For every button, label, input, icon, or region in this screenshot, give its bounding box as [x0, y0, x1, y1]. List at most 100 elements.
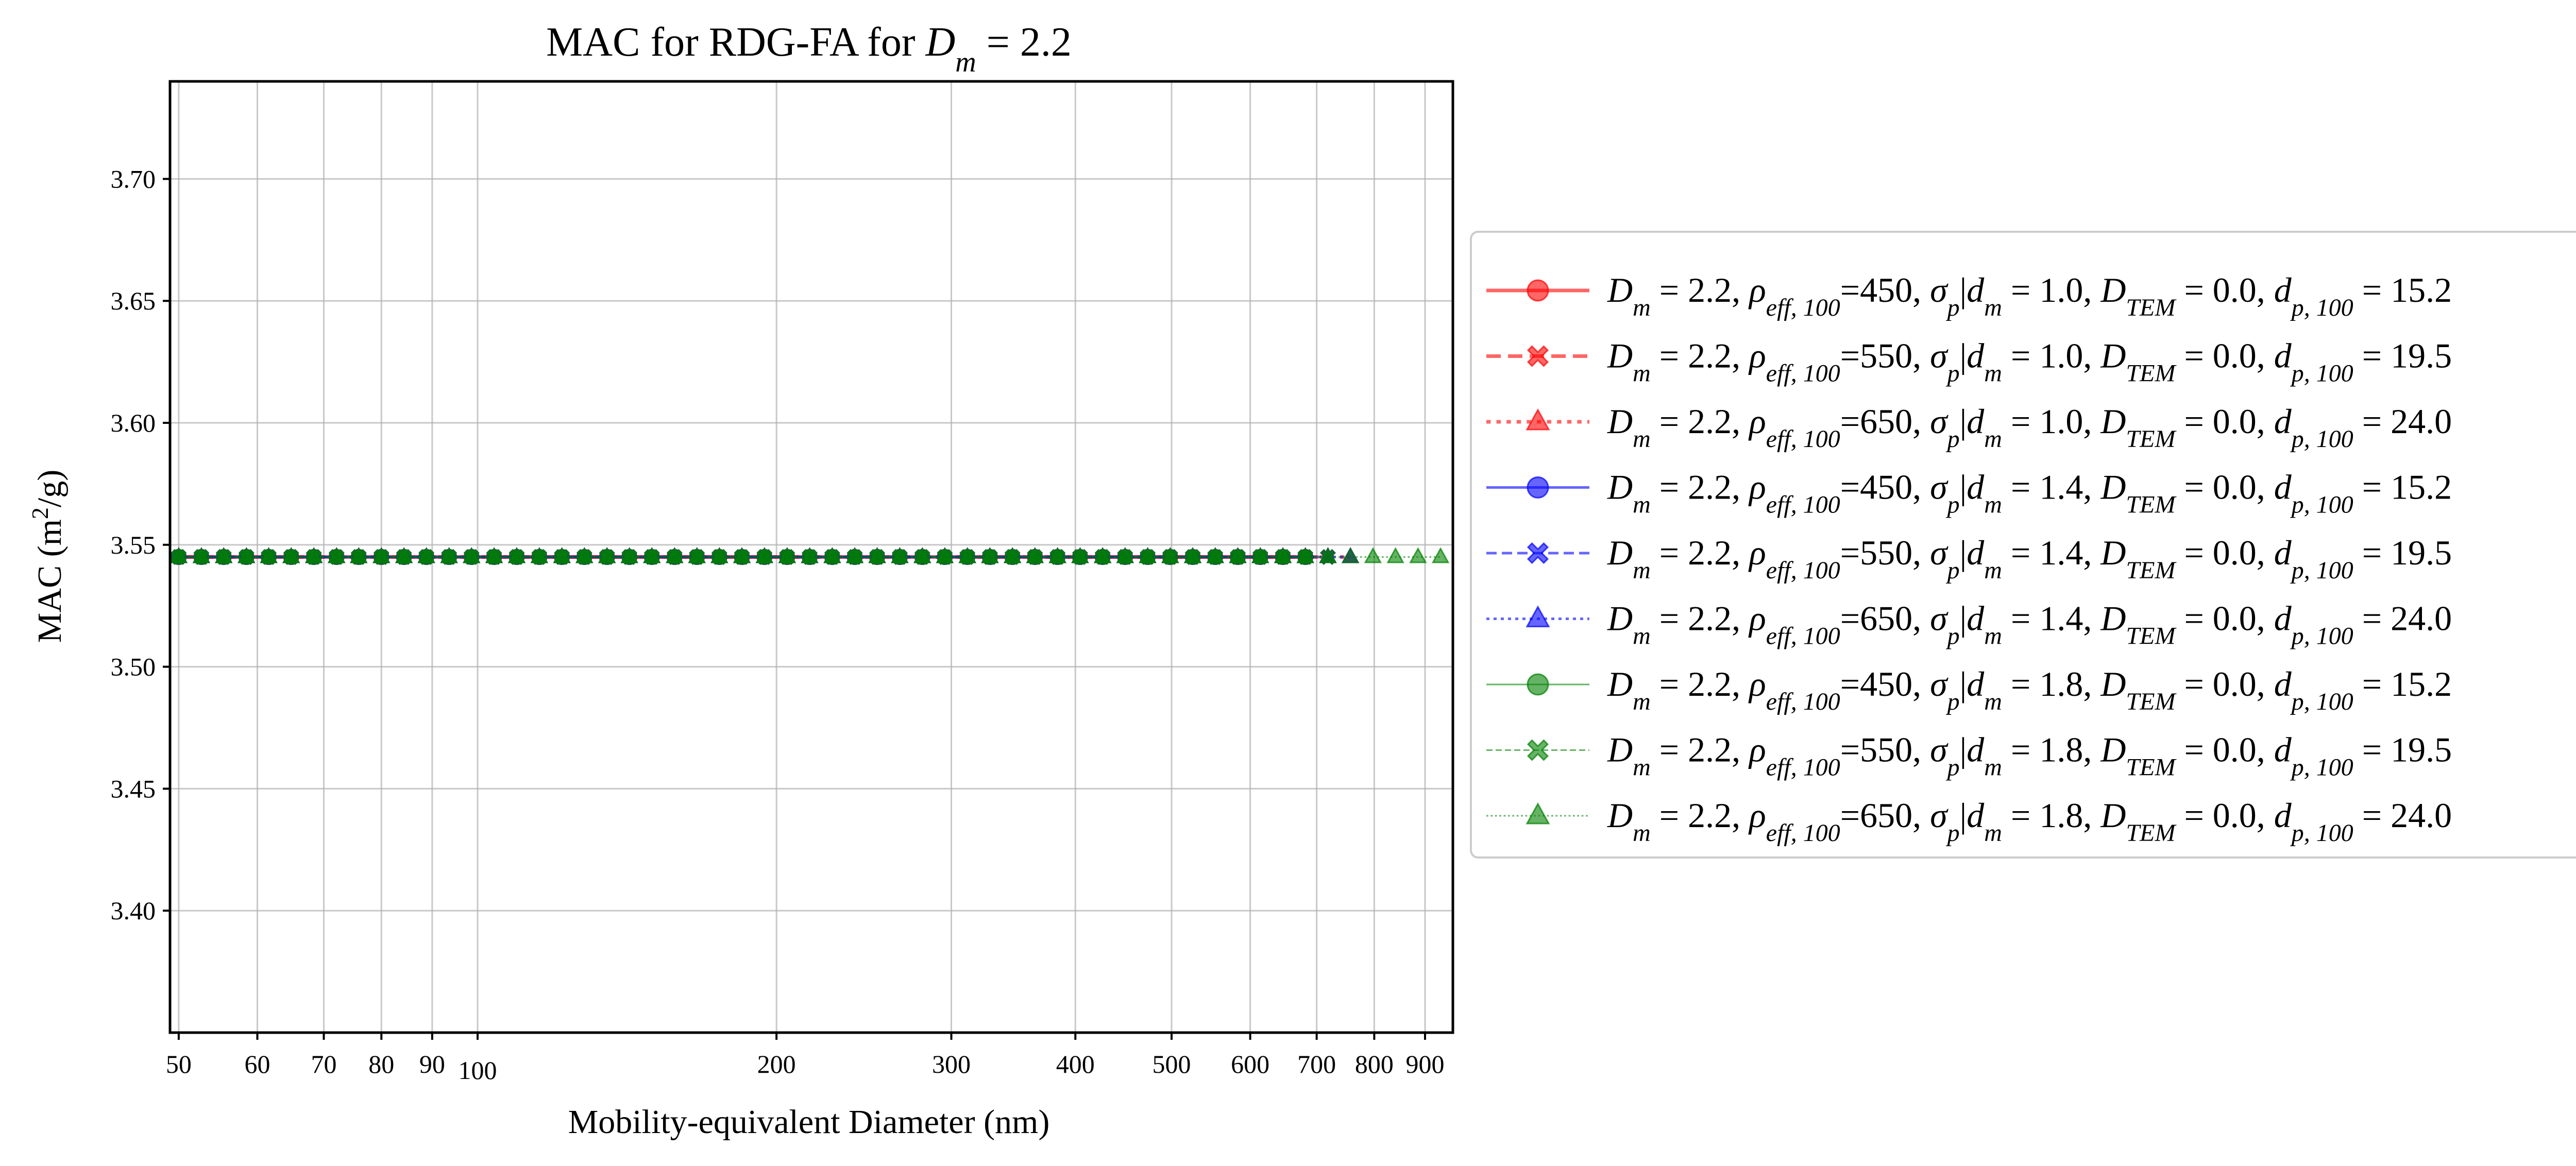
data-point [350, 547, 368, 563]
y-tick-label: 3.55 [111, 530, 156, 559]
x-tick-label: 60 [245, 1050, 270, 1078]
legend-marker-swatch [1526, 605, 1550, 627]
legend-frame [1470, 231, 2576, 859]
y-tick-label: 3.40 [111, 896, 156, 925]
data-point [417, 547, 435, 563]
y-axis-label-pre: MAC (m [31, 519, 69, 643]
data-point [440, 547, 458, 563]
data-point [1026, 547, 1044, 563]
data-point [1139, 547, 1157, 563]
data-point [553, 547, 571, 563]
x-tick-label: 500 [1153, 1050, 1191, 1078]
data-point [215, 547, 233, 563]
data-point [913, 547, 931, 563]
legend-label: Dm = 2.2, ρeff, 100=550, σp|dm = 1.4, DT… [1607, 533, 2452, 584]
legend-entry: Dm = 2.2, ρeff, 100=550, σp|dm = 1.8, DT… [1486, 730, 2452, 781]
data-point [1274, 547, 1292, 563]
data-point [1116, 547, 1134, 563]
legend-marker-swatch [1527, 673, 1549, 696]
data-point [1431, 547, 1450, 563]
data-point [328, 547, 346, 563]
data-point [868, 547, 886, 563]
data-point [1364, 547, 1382, 563]
data-point [238, 547, 256, 563]
data-point [462, 547, 481, 563]
x-tick-label: 700 [1297, 1050, 1336, 1078]
x-tick-label: 80 [368, 1050, 394, 1078]
data-point [845, 547, 864, 563]
legend-marker-swatch [1527, 542, 1549, 564]
data-point [260, 547, 278, 563]
x-tick-label: 50 [166, 1050, 192, 1078]
legend-label: Dm = 2.2, ρeff, 100=650, σp|dm = 1.0, DT… [1607, 402, 2452, 453]
x-axis-ticks: 50 60 70 80 90 100 200 300 400 500 600 700 800 900 [166, 1033, 1444, 1085]
data-point [282, 547, 300, 563]
data-point [778, 547, 796, 563]
data-point [575, 547, 594, 563]
data-point [801, 547, 819, 563]
x-axis-label: Mobility-equivalent Diameter (nm) [568, 1103, 1050, 1141]
data-point [733, 547, 751, 563]
data-point [1409, 547, 1427, 563]
x-tick-label: 70 [311, 1050, 337, 1078]
y-tick-label: 3.70 [111, 164, 156, 193]
data-point [1161, 547, 1179, 563]
legend: Dm = 2.2, ρeff, 100=450, σp|dm = 1.0, DT… [1470, 231, 2576, 859]
legend-marker-swatch [1527, 476, 1549, 499]
series-markers [170, 547, 1450, 565]
data-point [192, 547, 211, 563]
data-point [710, 547, 728, 563]
data-point [507, 547, 526, 563]
data-point [395, 547, 413, 563]
legend-entry: Dm = 2.2, ρeff, 100=550, σp|dm = 1.4, DT… [1486, 533, 2452, 584]
x-tick-label: 800 [1355, 1050, 1394, 1078]
chart-title-var: D [925, 20, 955, 65]
data-point [620, 547, 638, 563]
data-point [688, 547, 706, 563]
chart-title-sub: m [955, 46, 976, 78]
y-tick-label: 3.65 [111, 286, 156, 315]
data-point [936, 547, 954, 563]
x-tick-label: 200 [757, 1050, 796, 1078]
data-point [666, 547, 684, 563]
legend-marker-swatch [1526, 802, 1550, 825]
data-point [1093, 547, 1112, 563]
data-point [1048, 547, 1066, 563]
data-point [170, 547, 188, 563]
legend-entry: Dm = 2.2, ρeff, 100=450, σp|dm = 1.8, DT… [1486, 664, 2452, 715]
plot-frame [168, 80, 1454, 1034]
data-point [304, 547, 323, 563]
legend-label: Dm = 2.2, ρeff, 100=450, σp|dm = 1.4, DT… [1607, 468, 2452, 519]
data-point [530, 547, 549, 563]
data-point [981, 547, 999, 563]
x-tick-label: 90 [419, 1050, 445, 1078]
y-axis-label: MAC (m2/g) [27, 470, 69, 643]
data-point [1319, 547, 1337, 563]
x-tick-label: 400 [1056, 1050, 1095, 1078]
legend-entry: Dm = 2.2, ρeff, 100=550, σp|dm = 1.0, DT… [1486, 336, 2452, 387]
data-point [823, 547, 841, 563]
legend-entry: Dm = 2.2, ρeff, 100=650, σp|dm = 1.0, DT… [1486, 402, 2452, 453]
x-tick-label: 300 [932, 1050, 971, 1078]
data-point [485, 547, 503, 563]
data-point [372, 547, 391, 563]
legend-entry: Dm = 2.2, ρeff, 100=650, σp|dm = 1.4, DT… [1486, 599, 2452, 649]
data-point [1206, 547, 1225, 563]
y-tick-label: 3.50 [111, 653, 156, 681]
data-point [1386, 547, 1404, 563]
x-tick-label: 900 [1405, 1050, 1444, 1078]
data-point [1251, 547, 1269, 563]
y-axis-label-sup: 2 [27, 507, 53, 519]
legend-label: Dm = 2.2, ρeff, 100=450, σp|dm = 1.8, DT… [1607, 664, 2452, 715]
data-point [891, 547, 909, 563]
data-point [1183, 547, 1202, 563]
data-point [1003, 547, 1022, 563]
legend-marker-swatch [1527, 739, 1549, 761]
chart-title: MAC for RDG-FA for Dm = 2.2 [546, 20, 1072, 78]
data-point [958, 547, 976, 563]
data-point [1296, 547, 1314, 563]
legend-label: Dm = 2.2, ρeff, 100=550, σp|dm = 1.0, DT… [1607, 336, 2452, 387]
legend-entry: Dm = 2.2, ρeff, 100=650, σp|dm = 1.8, DT… [1486, 796, 2452, 847]
legend-label: Dm = 2.2, ρeff, 100=550, σp|dm = 1.8, DT… [1607, 730, 2452, 781]
